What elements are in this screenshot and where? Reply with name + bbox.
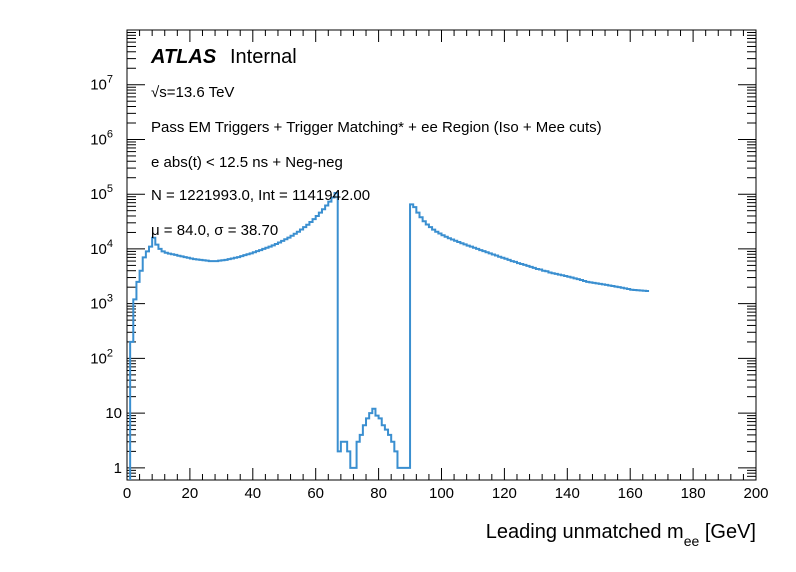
x-tick-label: 180: [681, 485, 706, 502]
counts-label: N = 1221993.0, Int = 1141942.00: [151, 187, 370, 204]
y-tick-label-exp: 5: [107, 183, 113, 195]
y-tick-label-exp: 3: [107, 293, 113, 305]
y-tick-label-exp: 4: [107, 238, 113, 250]
x-tick-label: 0: [123, 485, 131, 502]
stats-label: μ = 84.0, σ = 38.70: [151, 222, 278, 239]
x-tick-labels: 0 20 40 60 80 100 120 140 160 180 200: [123, 485, 769, 502]
y-tick-label-exp: 6: [107, 128, 113, 140]
y-tick-label-base: 10: [90, 241, 107, 258]
histogram-step-line: [129, 192, 650, 480]
y-tick-label-base: 10: [90, 77, 107, 94]
x-tick-label: 160: [618, 485, 643, 502]
x-tick-label: 120: [492, 485, 517, 502]
selection-label: Pass EM Triggers + Trigger Matching* + e…: [151, 119, 602, 136]
y-tick-label-exp: 2: [107, 347, 113, 359]
x-tick-label: 140: [555, 485, 580, 502]
x-axis-title-sub: ee: [684, 533, 700, 549]
y-tick-label-base: 10: [90, 186, 107, 203]
x-tick-label: 100: [429, 485, 454, 502]
histogram-series: [129, 192, 650, 480]
sqrt-s-label: √s=13.6 TeV: [151, 84, 234, 101]
y-tick-label: 103: [90, 293, 113, 313]
y-tick-label: 10: [105, 405, 122, 422]
y-tick-label-base: 10: [105, 405, 122, 422]
x-tick-label: 40: [244, 485, 261, 502]
y-tick-label: 105: [90, 183, 113, 203]
y-tick-label-base: 10: [90, 350, 107, 367]
axis-ticks: [126, 29, 757, 481]
y-tick-label-base: 1: [114, 460, 122, 477]
x-tick-label: 200: [743, 485, 768, 502]
y-tick-label: 107: [90, 74, 113, 94]
y-tick-label-base: 10: [90, 296, 107, 313]
x-axis-title-unit: [GeV]: [699, 521, 756, 543]
x-axis-title: Leading unmatched mee [GeV]: [486, 521, 756, 549]
y-tick-label: 106: [90, 128, 113, 148]
x-tick-label: 60: [307, 485, 324, 502]
y-tick-label: 1: [114, 460, 122, 477]
x-tick-label: 80: [370, 485, 387, 502]
x-axis-title-main: Leading unmatched m: [486, 521, 684, 543]
internal-label: Internal: [230, 46, 297, 68]
x-tick-label: 20: [182, 485, 199, 502]
y-tick-label-exp: 7: [107, 74, 113, 86]
y-tick-label: 102: [90, 347, 113, 367]
timing-label: e abs(t) < 12.5 ns + Neg-neg: [151, 154, 343, 171]
atlas-label: ATLAS: [150, 46, 217, 68]
y-tick-label: 104: [90, 238, 113, 258]
y-tick-label-base: 10: [90, 131, 107, 148]
